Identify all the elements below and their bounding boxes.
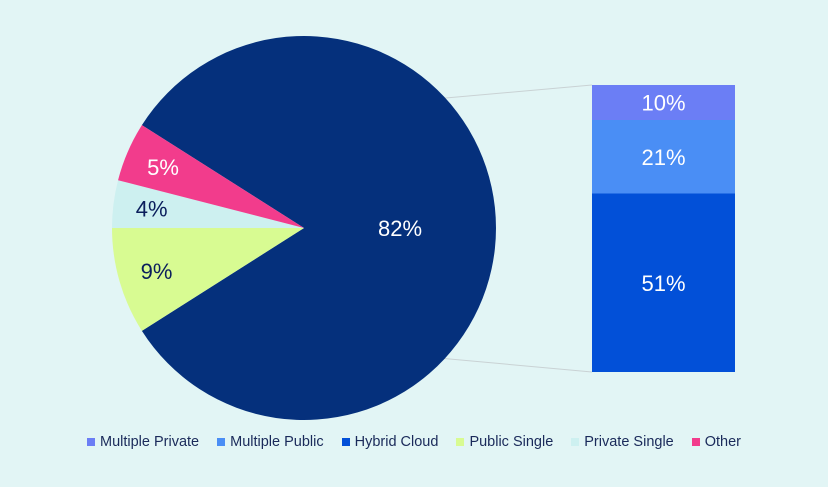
legend-item: Other <box>691 434 741 450</box>
legend-label: Private Single <box>584 434 674 450</box>
pie-slice-label: 4% <box>136 197 168 222</box>
legend-item: Hybrid Cloud <box>341 434 439 450</box>
legend-swatch <box>217 438 226 446</box>
legend-item: Multiple Private <box>86 434 200 450</box>
legend-label: Other <box>704 434 741 450</box>
pie-slice <box>141 36 496 421</box>
pie-slice-label: 5% <box>147 155 179 180</box>
pie-slice-label: 9% <box>141 259 173 284</box>
bar-segment-label: 10% <box>641 91 685 116</box>
legend-item: Private Single <box>571 434 674 450</box>
legend-item: Public Single <box>456 434 553 450</box>
legend-label: Multiple Private <box>99 434 200 450</box>
legend-item: Multiple Public <box>217 434 324 450</box>
pie-slice-label: 82% <box>378 216 422 241</box>
bar-segment-label: 51% <box>641 271 685 296</box>
legend-swatch <box>86 438 95 446</box>
legend-swatch <box>456 438 465 446</box>
legend-label: Multiple Public <box>230 434 324 450</box>
bar-segment <box>592 120 735 194</box>
legend-swatch <box>571 438 580 446</box>
bar-segment <box>592 85 735 120</box>
legend-label: Public Single <box>469 434 554 450</box>
pie-slice <box>112 180 304 228</box>
legend-label: Hybrid Cloud <box>354 434 439 450</box>
legend-swatch <box>341 438 350 446</box>
stacked-bar: 10% 21% 51% <box>592 85 735 372</box>
legend-swatch <box>691 438 700 446</box>
bar-segment-label: 21% <box>641 145 685 170</box>
pie-chart: 82% 9% 4% 5% <box>112 36 496 421</box>
legend: Multiple Private Multiple Public Hybrid Cl… <box>0 434 828 450</box>
pie-slice <box>118 125 304 228</box>
bar-segment <box>592 193 735 372</box>
pie-slice <box>112 228 304 331</box>
